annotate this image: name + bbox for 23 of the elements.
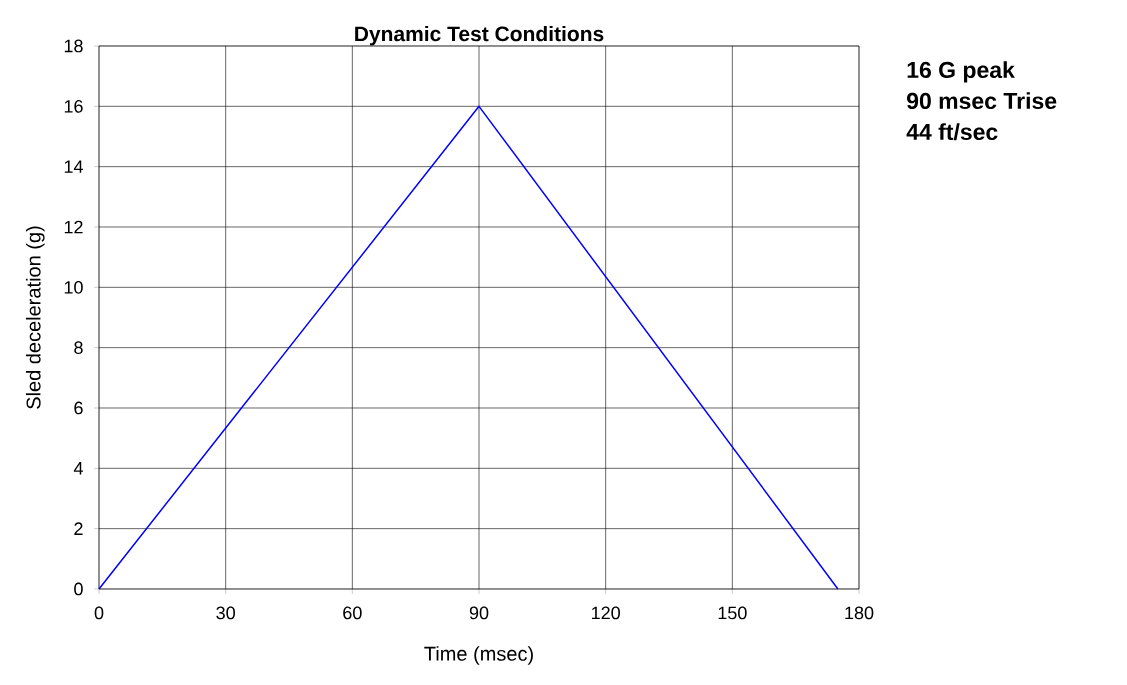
y-tick-label: 16 [64, 99, 83, 113]
y-tick-label: 0 [74, 582, 83, 596]
x-tick-label: 150 [718, 606, 747, 620]
x-tick-label: 120 [592, 606, 620, 620]
x-tick-label: 180 [845, 606, 874, 620]
x-tick-label: 90 [469, 606, 489, 620]
y-tick-label: 2 [74, 522, 83, 535]
y-axis-title: Sled deceleration (g) [25, 226, 45, 409]
text: 16 G peak [907, 61, 1015, 83]
x-tick-label: 60 [343, 606, 362, 620]
y-tick-label: 8 [74, 341, 83, 355]
y-tick-label: 14 [64, 160, 83, 173]
y-tick-label: 18 [64, 39, 83, 53]
x-tick-label: 0 [94, 606, 104, 620]
y-tick-label: 10 [64, 280, 83, 294]
text: 90 msec Trise [907, 92, 1057, 110]
x-tick-label: 30 [216, 606, 235, 620]
y-tick-label: 6 [74, 401, 83, 415]
y-tick-label: 12 [64, 220, 83, 234]
chart-title: Dynamic Test Conditions [355, 25, 604, 46]
x-axis-title: Time (msec) [424, 646, 533, 665]
y-tick-label: 4 [73, 462, 83, 475]
text: 44 ft/sec [906, 123, 998, 141]
